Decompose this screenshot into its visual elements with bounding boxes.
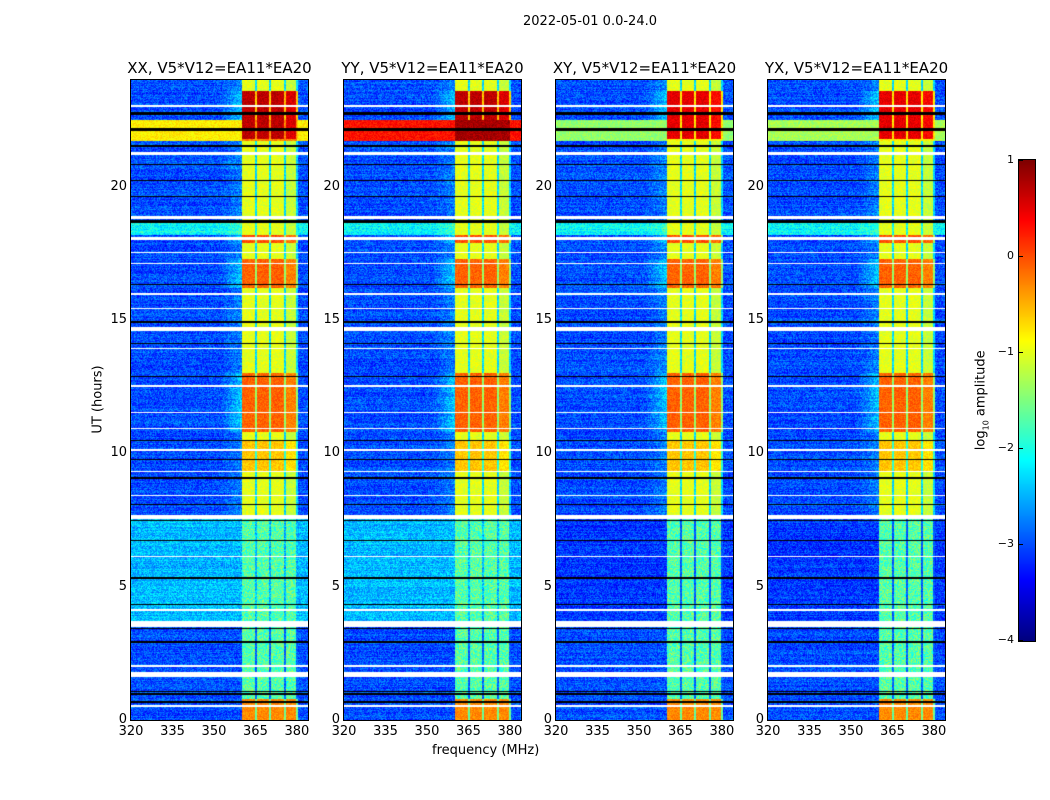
y-tick-label: 10	[323, 445, 340, 461]
waterfall-panel-2	[343, 79, 522, 721]
y-tick-label: 20	[747, 178, 764, 194]
x-tick-label: 335	[585, 724, 610, 739]
waterfall-panel-4	[767, 79, 946, 721]
colorbar-tick-label: −1	[997, 345, 1014, 358]
x-axis-label: frequency (MHz)	[432, 743, 540, 758]
y-tick-label: 10	[747, 445, 764, 461]
colorbar-tick-mark	[1019, 640, 1023, 641]
y-tick-label: 20	[535, 178, 552, 194]
colorbar-tick-mark	[1019, 448, 1023, 449]
y-tick-label: 5	[543, 578, 552, 594]
x-tick-label: 380	[497, 724, 523, 739]
colorbar-tick-mark	[1019, 160, 1023, 161]
colorbar-tick-mark	[1019, 256, 1023, 257]
waterfall-heatmap	[131, 80, 308, 720]
x-tick-label: 365	[668, 724, 693, 739]
waterfall-panel-3	[555, 79, 734, 721]
y-tick-label: 0	[331, 712, 340, 727]
x-tick-label: 335	[160, 724, 185, 739]
colorbar-tick-label: −2	[997, 441, 1014, 454]
colorbar-label: log10 amplitude	[973, 350, 991, 451]
waterfall-heatmap	[344, 80, 521, 720]
x-tick-label: 320	[755, 724, 781, 739]
colorbar	[1018, 159, 1036, 642]
colorbar-tick-label: 0	[1007, 249, 1014, 262]
x-tick-label: 320	[331, 724, 357, 739]
x-tick-label: 380	[921, 724, 947, 739]
y-tick-label: 0	[118, 712, 127, 727]
y-tick-label: 5	[755, 578, 764, 594]
y-tick-label: 15	[110, 312, 127, 327]
y-tick-label: 20	[110, 178, 127, 194]
colorbar-gradient	[1019, 160, 1035, 641]
y-tick-label: 5	[118, 578, 127, 594]
x-tick-label: 335	[373, 724, 398, 739]
y-axis-label: UT (hours)	[90, 365, 106, 434]
y-tick-label: 15	[323, 312, 340, 327]
y-tick-label: 0	[755, 712, 764, 727]
y-tick-label: 10	[110, 445, 127, 461]
x-tick-label: 365	[243, 724, 268, 739]
y-tick-label: 10	[535, 445, 552, 461]
x-tick-label: 320	[543, 724, 569, 739]
y-tick-label: 15	[747, 312, 764, 327]
x-tick-label: 380	[284, 724, 310, 739]
y-tick-label: 15	[535, 312, 552, 327]
y-tick-label: 5	[331, 578, 340, 594]
x-tick-label: 365	[880, 724, 905, 739]
x-tick-label: 350	[414, 724, 440, 739]
panel-title: YX, V5*V12=EA11*EA20	[764, 59, 949, 77]
colorbar-tick-mark	[1019, 544, 1023, 545]
colorbar-tick-mark	[1019, 352, 1023, 353]
waterfall-panel-1	[130, 79, 309, 721]
waterfall-heatmap	[556, 80, 733, 720]
y-tick-label: 20	[323, 178, 340, 194]
x-tick-label: 320	[118, 724, 144, 739]
x-tick-label: 380	[709, 724, 735, 739]
colorbar-tick-label: −3	[997, 537, 1014, 550]
panel-title: YY, V5*V12=EA11*EA20	[341, 59, 524, 77]
x-tick-label: 365	[456, 724, 481, 739]
x-tick-label: 350	[838, 724, 864, 739]
figure-title: 2022-05-01 0.0-24.0	[523, 14, 657, 29]
x-tick-label: 350	[626, 724, 652, 739]
panel-title: XX, V5*V12=EA11*EA20	[127, 59, 312, 77]
waterfall-heatmap	[768, 80, 945, 720]
x-tick-label: 350	[201, 724, 227, 739]
y-tick-label: 0	[543, 712, 552, 727]
colorbar-tick-label: −4	[997, 633, 1014, 646]
colorbar-tick-label: 1	[1007, 153, 1014, 166]
x-tick-label: 335	[797, 724, 822, 739]
panel-title: XY, V5*V12=EA11*EA20	[552, 59, 737, 77]
